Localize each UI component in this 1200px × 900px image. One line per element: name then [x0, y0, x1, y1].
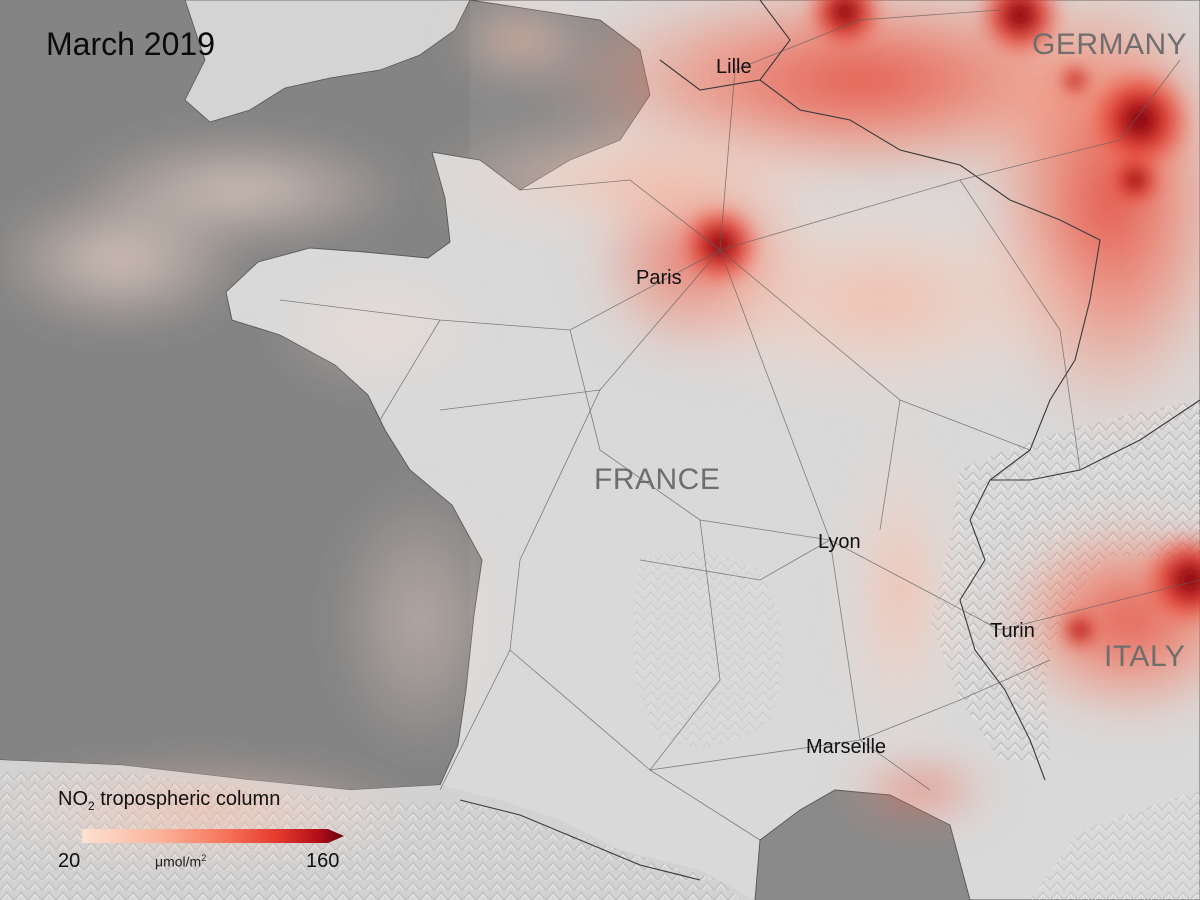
city-label-paris: Paris — [636, 267, 682, 289]
legend-quantity-rest: tropospheric column — [94, 788, 281, 810]
city-label-marseille: Marseille — [806, 736, 887, 758]
legend-min-value: 20 — [58, 850, 81, 872]
legend-color-bar — [82, 829, 344, 843]
city-label-turin: Turin — [990, 620, 1035, 642]
apennine-relief — [1030, 790, 1200, 900]
legend-max-value: 160 — [306, 850, 340, 872]
city-label-lyon: Lyon — [818, 531, 861, 553]
legend-quantity-main: NO — [58, 788, 88, 810]
country-label-italy: ITALY — [1104, 640, 1186, 673]
country-label-france: FRANCE — [594, 463, 721, 496]
legend-quantity-subscript: 2 — [88, 799, 95, 813]
period-label: March 2019 — [46, 26, 215, 62]
legend-unit-superscript: 2 — [201, 853, 207, 863]
road-network — [279, 9, 1200, 841]
legend-title: NO2 tropospheric column — [58, 788, 281, 813]
country-label-germany: GERMANY — [1032, 28, 1188, 61]
massif-central-relief — [633, 552, 783, 747]
country-borders — [459, 0, 1200, 881]
legend-unit-main: μmol/m — [155, 853, 202, 870]
city-label-lille: Lille — [716, 56, 752, 78]
atlantic-haze — [0, 135, 510, 760]
legend-unit: μmol/m2 — [155, 853, 206, 870]
